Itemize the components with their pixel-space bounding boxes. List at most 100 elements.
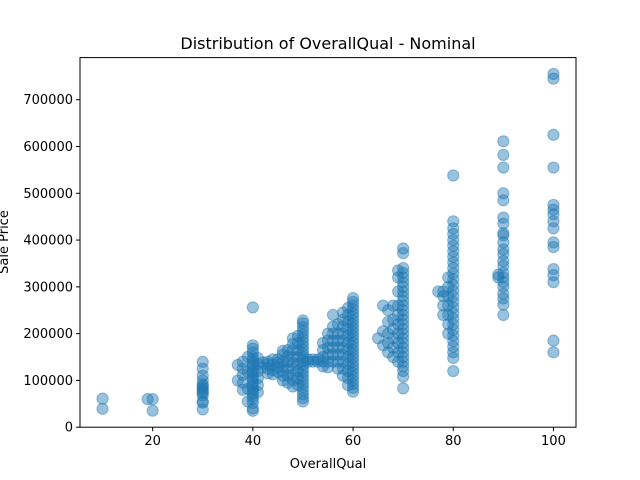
data-point: [547, 128, 560, 141]
data-point: [392, 355, 405, 368]
chart-title: Distribution of OverallQual - Nominal: [180, 34, 475, 53]
data-point: [196, 395, 209, 408]
data-point: [296, 358, 310, 371]
data-point: [392, 264, 405, 277]
data-point: [296, 335, 310, 349]
data-point: [497, 266, 510, 279]
data-point: [437, 299, 450, 312]
data-point: [497, 226, 510, 240]
data-point: [286, 337, 300, 351]
data-point: [346, 333, 360, 346]
data-point: [291, 378, 305, 392]
data-point: [387, 299, 400, 312]
data-point: [397, 341, 410, 354]
data-point: [497, 229, 510, 242]
data-point: [296, 317, 310, 330]
data-point: [196, 369, 209, 382]
x-tick-label: 20: [144, 434, 161, 449]
data-point: [271, 365, 284, 379]
data-point: [291, 350, 305, 364]
data-point: [397, 290, 410, 303]
data-point: [341, 371, 355, 385]
data-point: [397, 285, 410, 298]
data-point: [547, 72, 560, 85]
data-point: [447, 169, 460, 182]
data-point: [286, 362, 300, 375]
data-point: [397, 266, 410, 279]
data-point: [346, 291, 360, 305]
data-point: [246, 301, 259, 314]
data-point: [331, 362, 345, 375]
y-axis-label: Sale Price: [0, 210, 12, 274]
data-point: [442, 299, 455, 312]
data-point: [387, 313, 400, 326]
data-point: [261, 355, 274, 368]
data-point: [336, 362, 350, 375]
data-point: [346, 374, 360, 387]
data-point: [397, 322, 410, 336]
data-point: [286, 332, 300, 345]
data-point: [346, 340, 360, 353]
data-point: [246, 362, 259, 375]
data-point: [236, 368, 249, 381]
data-point: [286, 368, 300, 381]
data-point: [296, 354, 310, 367]
data-point: [241, 350, 254, 364]
data-point: [196, 403, 209, 416]
data-point: [547, 276, 560, 289]
data-point: [377, 339, 390, 352]
data-point: [296, 377, 310, 390]
data-point: [447, 227, 460, 241]
data-point: [301, 353, 315, 366]
data-point: [271, 356, 284, 369]
data-point: [382, 346, 395, 359]
y-tick-label: 300000: [23, 280, 73, 295]
data-point: [447, 245, 460, 258]
data-point: [397, 276, 410, 289]
y-tick-label: 200000: [23, 327, 73, 342]
data-point: [196, 396, 209, 409]
data-point: [336, 334, 350, 347]
data-point: [326, 334, 340, 347]
data-point: [346, 348, 360, 361]
data-point: [346, 318, 360, 331]
data-point: [196, 355, 209, 368]
data-point: [251, 371, 264, 385]
data-point: [547, 262, 560, 276]
data-point: [281, 362, 295, 375]
data-point: [392, 271, 405, 284]
data-point: [196, 374, 209, 387]
data-point: [336, 327, 350, 340]
data-point: [442, 271, 455, 284]
data-point: [246, 346, 259, 359]
data-point: [387, 332, 400, 345]
data-point: [397, 364, 410, 378]
data-point: [336, 320, 350, 333]
data-point: [196, 362, 209, 375]
data-point: [547, 334, 560, 347]
data-point: [547, 208, 560, 221]
data-point: [296, 339, 310, 352]
data-point: [447, 284, 460, 297]
data-point: [397, 360, 410, 373]
data-point: [437, 285, 450, 298]
data-point: [276, 364, 290, 378]
data-point: [346, 366, 360, 380]
data-point: [437, 308, 450, 322]
data-point: [447, 318, 460, 331]
data-point: [341, 336, 355, 350]
data-point: [96, 392, 109, 405]
data-point: [316, 336, 330, 350]
data-point: [261, 367, 274, 380]
data-point: [346, 325, 360, 338]
data-point: [397, 262, 410, 275]
data-point: [497, 259, 510, 272]
data-point: [492, 271, 505, 284]
data-point: [326, 320, 340, 333]
data-point: [397, 350, 410, 364]
data-point: [447, 351, 460, 365]
data-point: [331, 334, 345, 347]
data-point: [382, 315, 395, 329]
data-point: [246, 356, 259, 369]
data-point: [341, 364, 355, 378]
